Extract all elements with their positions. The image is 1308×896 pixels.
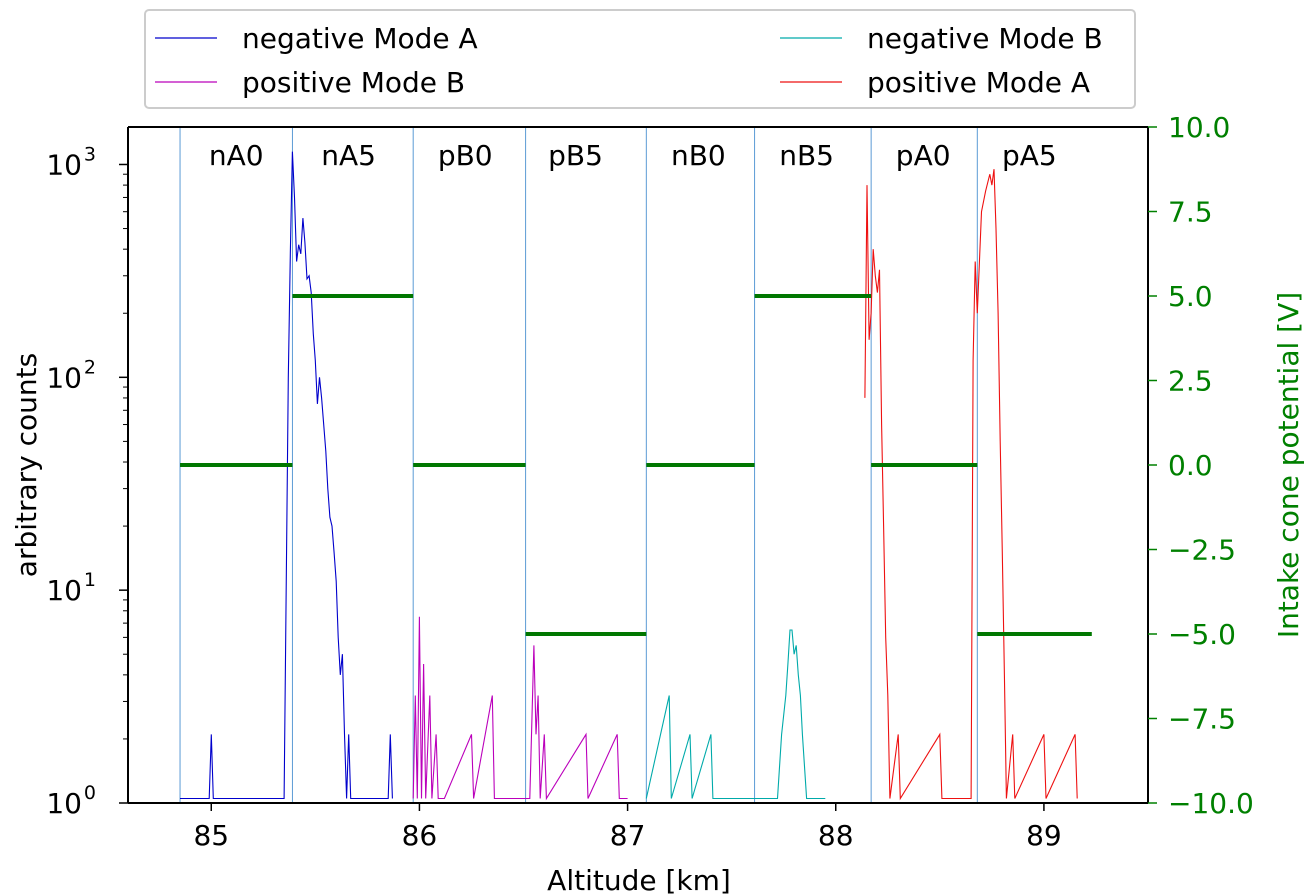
segment-label: pB0 [438,139,493,172]
y2-axis-label: Intake cone potential [V] [1272,292,1305,638]
y2-tick-label: 7.5 [1168,196,1213,229]
y-tick-exponent: 1 [84,569,96,591]
segment-label: pB5 [548,139,603,172]
legend: negative Mode A negative Mode B positive M… [144,9,1136,109]
segment-label: nB5 [779,139,834,172]
y2-tick-label: 10.0 [1168,111,1230,144]
y2-tick-label: 2.5 [1168,365,1213,398]
legend-label: positive Mode A [867,66,1090,99]
x-axis-label: Altitude [km] [547,864,731,896]
legend-box [144,9,1136,109]
y2-tick-label: 5.0 [1168,280,1213,313]
series-line-2 [412,616,628,801]
x-tick-label: 87 [610,819,646,852]
x-tick-label: 88 [818,819,854,852]
series-line-3 [645,629,826,800]
y2-tick-label: −5.0 [1168,618,1236,651]
y-axis-label: arbitrary counts [10,353,43,577]
y-tick-label: 10 [46,787,82,820]
y2-tick-label: −10.0 [1168,787,1254,820]
y2-tick-label: 0.0 [1168,449,1213,482]
y-tick-label: 10 [46,361,82,394]
x-tick-label: 85 [193,819,229,852]
x-tick-label: 89 [1026,819,1062,852]
series-line-1 [180,151,393,800]
segment-label: pA0 [896,139,951,172]
legend-label: positive Mode B [242,66,465,99]
y2-tick-label: −2.5 [1168,534,1236,567]
legend-label: negative Mode A [242,22,478,55]
x-tick-label: 86 [402,819,438,852]
segment-label: nA0 [209,139,264,172]
y-tick-exponent: 0 [84,782,96,804]
y-tick-label: 10 [46,574,82,607]
series-line-4 [864,169,1078,801]
y-tick-exponent: 3 [84,143,96,165]
y-tick-exponent: 2 [84,356,96,378]
y-tick-label: 10 [46,148,82,181]
y2-tick-label: −7.5 [1168,703,1236,736]
segment-label: nA5 [321,139,376,172]
segment-label: pA5 [1002,139,1057,172]
segment-label: nB0 [671,139,726,172]
legend-label: negative Mode B [867,22,1103,55]
